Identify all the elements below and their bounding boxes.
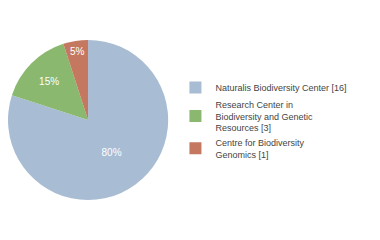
svg-text:Centre for BiodiversityGenomic: Centre for BiodiversityGenomics [1] (215, 138, 304, 160)
svg-text:Research Center inBiodiversity: Research Center inBiodiversity and Genet… (215, 100, 313, 133)
svg-text:Naturalis Biodiversity Center: Naturalis Biodiversity Center [16] (215, 83, 346, 93)
svg-text:5%: 5% (70, 46, 85, 57)
svg-text:15%: 15% (39, 76, 59, 87)
svg-text:80%: 80% (102, 147, 122, 158)
